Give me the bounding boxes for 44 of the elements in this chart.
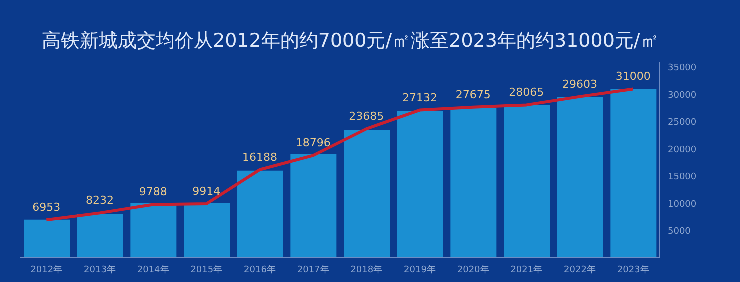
bar [237, 170, 284, 258]
x-tick-label: 2017年 [297, 264, 330, 276]
x-tick-label: 2014年 [137, 264, 170, 276]
data-label: 9914 [192, 185, 221, 198]
y-tick-label: 15000 [668, 172, 697, 183]
bar [610, 89, 657, 258]
bar [344, 130, 390, 258]
x-tick-label: 2021年 [510, 264, 543, 276]
x-tick-label: 2018年 [350, 264, 383, 276]
bar [77, 214, 124, 258]
x-tick-label: 2016年 [244, 264, 276, 276]
data-label: 8232 [86, 194, 114, 208]
x-tick-label: 2019年 [404, 264, 436, 276]
x-tick-label: 2012年 [30, 264, 63, 276]
y-tick-label: 30000 [668, 90, 697, 101]
bar [184, 204, 230, 258]
bar [504, 106, 550, 258]
data-label: 9788 [139, 186, 168, 199]
data-label: 6953 [32, 201, 61, 214]
data-label: 16188 [242, 150, 278, 164]
x-tick-label: 2013年 [84, 264, 116, 276]
x-tick-label: 2020年 [457, 264, 490, 276]
x-tick-label: 2022年 [564, 264, 596, 276]
x-tick-label: 2015年 [190, 264, 223, 276]
bar [397, 111, 444, 258]
bar [24, 220, 70, 258]
data-label: 31000 [616, 70, 651, 84]
data-label: 27132 [402, 91, 438, 104]
y-tick-label: 25000 [668, 118, 697, 128]
x-tick-label: 2023年 [617, 264, 650, 276]
data-label: 27675 [456, 88, 491, 102]
data-label: 18796 [296, 136, 331, 150]
bar [130, 204, 177, 258]
data-label: 28065 [509, 86, 544, 100]
bar [290, 154, 337, 258]
chart-title: 高铁新城成交均价从2012年的约7000元/㎡涨至2023年的约31000元/㎡ [42, 29, 660, 54]
data-label: 23685 [349, 110, 384, 124]
y-tick-label: 10000 [668, 200, 697, 210]
data-label: 29603 [562, 78, 598, 91]
y-tick-label: 5000 [668, 226, 692, 237]
y-tick-label: 20000 [668, 145, 697, 156]
y-tick-label: 35000 [668, 64, 697, 74]
bar [557, 97, 604, 258]
bar [450, 108, 497, 258]
